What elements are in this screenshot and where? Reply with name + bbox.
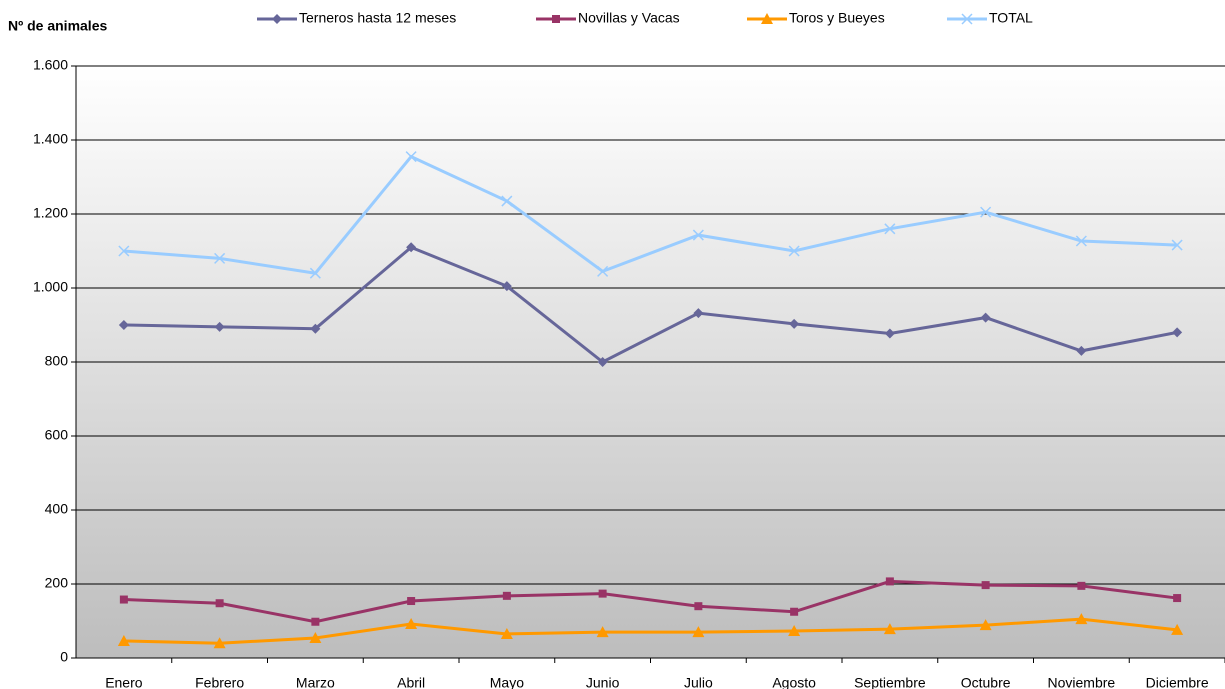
y-tick-label: 600 [45, 427, 69, 443]
data-point [790, 607, 799, 616]
data-point [118, 320, 129, 330]
data-point [310, 323, 321, 334]
data-point [1076, 345, 1087, 356]
y-tick-label: 1.000 [33, 279, 68, 295]
data-point [1173, 594, 1182, 603]
data-point [788, 245, 800, 257]
data-point [980, 206, 992, 218]
data-point [692, 626, 705, 638]
data-point [789, 318, 800, 329]
data-point [1077, 581, 1086, 590]
data-point [501, 281, 512, 292]
y-tick-label: 1.200 [33, 205, 68, 221]
data-point [501, 195, 513, 207]
data-point [1172, 327, 1183, 338]
data-point [692, 229, 704, 241]
y-tick-label: 1.600 [33, 57, 68, 73]
data-point [405, 151, 417, 163]
data-point [215, 599, 224, 608]
x-tick-label: Abril [397, 675, 425, 689]
x-tick-label: Agosto [772, 675, 816, 689]
data-point [981, 581, 990, 590]
legend-label: Toros y Bueyes [789, 10, 885, 26]
series-line [123, 154, 1178, 275]
y-tick-label: 0 [60, 649, 68, 665]
data-point [311, 617, 320, 626]
series-line [123, 579, 1178, 624]
x-tick-label: Octubre [961, 675, 1011, 689]
data-point [309, 267, 321, 279]
x-tick-label: Mayo [490, 675, 524, 689]
legend-label: Terneros hasta 12 meses [299, 10, 456, 26]
data-point [117, 634, 130, 646]
data-point [598, 589, 607, 598]
x-tick-label: Junio [586, 675, 620, 689]
legend-marker [552, 15, 560, 23]
data-point [884, 328, 895, 339]
data-point [596, 626, 609, 638]
data-point [979, 619, 992, 631]
x-tick-label: Marzo [296, 675, 335, 689]
data-point [500, 627, 513, 639]
data-point [788, 624, 801, 636]
data-point [1171, 239, 1183, 251]
data-point [597, 357, 608, 367]
x-tick-label: Septiembre [854, 675, 926, 689]
series-line [123, 245, 1178, 364]
y-tick-label: 1.400 [33, 131, 68, 147]
data-point [694, 602, 703, 611]
y-axis-label: Nº de animales [8, 18, 107, 34]
data-point [597, 265, 609, 277]
x-tick-label: Enero [105, 675, 143, 689]
legend-marker [961, 13, 973, 25]
data-point [502, 591, 511, 600]
x-tick-label: Julio [684, 675, 713, 689]
data-point [883, 623, 896, 635]
y-tick-label: 200 [45, 575, 69, 591]
y-tick-label: 400 [45, 501, 69, 517]
legend-label: TOTAL [989, 10, 1033, 26]
legend-marker [761, 13, 773, 24]
x-tick-label: Febrero [195, 675, 244, 689]
data-point [1075, 235, 1087, 247]
x-tick-label: Noviembre [1048, 675, 1116, 689]
data-point [119, 595, 128, 604]
data-point [214, 321, 225, 332]
data-point [1075, 613, 1088, 625]
series-line [123, 617, 1178, 645]
data-point [213, 637, 226, 649]
data-point [405, 617, 418, 629]
data-point [885, 577, 894, 586]
x-tick-label: Diciembre [1146, 675, 1209, 689]
data-point [309, 632, 322, 644]
data-point [1171, 623, 1184, 635]
data-point [118, 245, 130, 257]
data-point [406, 242, 417, 253]
data-point [214, 252, 226, 264]
legend-marker [272, 14, 282, 24]
data-point [884, 223, 896, 235]
data-point [693, 308, 704, 319]
data-point [407, 597, 416, 606]
legend-label: Novillas y Vacas [578, 10, 680, 26]
y-tick-label: 800 [45, 353, 69, 369]
data-point [980, 312, 991, 323]
